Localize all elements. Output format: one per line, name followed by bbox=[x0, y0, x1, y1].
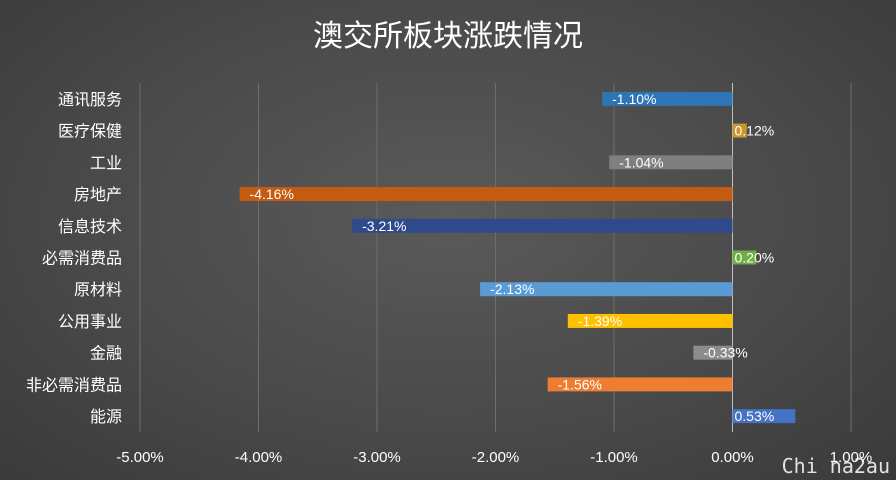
bar-6 bbox=[732, 250, 757, 265]
category-label: 医疗保健 bbox=[58, 122, 122, 141]
x-tick-labels: -5.00% -4.00% -3.00% -2.00% -1.00% 0.00% 1.00% bbox=[116, 449, 872, 466]
bar-1 bbox=[602, 91, 733, 106]
bar-11 bbox=[732, 409, 796, 424]
bar-8 bbox=[567, 313, 733, 328]
category-label: 必需消费品 bbox=[42, 249, 122, 268]
bars bbox=[239, 91, 796, 424]
category-label: 工业 bbox=[90, 153, 122, 172]
data-label: -1.39% bbox=[578, 313, 622, 329]
x-tick-label: 1.00% bbox=[830, 449, 873, 466]
category-label: 公用事业 bbox=[58, 312, 122, 331]
category-label: 房地产 bbox=[74, 185, 122, 204]
x-tick-label: 0.00% bbox=[711, 449, 754, 466]
x-tick-label: -2.00% bbox=[472, 449, 520, 466]
category-label: 金融 bbox=[90, 344, 122, 363]
data-label: -1.04% bbox=[619, 154, 663, 170]
watermark: Chi na2au bbox=[781, 454, 890, 478]
data-labels: -1.10% 0.12% -1.04% -4.16% -3.21% 0.20% -2.13%… bbox=[250, 91, 775, 424]
bar-7 bbox=[480, 282, 733, 297]
bar-4 bbox=[239, 187, 733, 202]
category-label: 信息技术 bbox=[58, 217, 122, 236]
category-label: 通讯服务 bbox=[58, 90, 122, 109]
data-label: -1.56% bbox=[558, 376, 602, 392]
data-label: -4.16% bbox=[250, 186, 294, 202]
x-tick-label: -1.00% bbox=[590, 449, 638, 466]
data-label: -3.21% bbox=[362, 218, 406, 234]
data-label: 0.20% bbox=[735, 250, 775, 266]
category-label: 原材料 bbox=[74, 280, 122, 299]
chart-title: 澳交所板块涨跌情况 bbox=[313, 19, 583, 54]
x-tick-label: -5.00% bbox=[116, 449, 164, 466]
data-label: -1.10% bbox=[612, 91, 656, 107]
data-label: -0.33% bbox=[703, 345, 747, 361]
category-label: 能源 bbox=[90, 407, 122, 426]
bar-5 bbox=[352, 218, 733, 233]
x-tick-label: -3.00% bbox=[353, 449, 401, 466]
data-label: 0.12% bbox=[735, 123, 775, 139]
x-tick-label: -4.00% bbox=[235, 449, 283, 466]
data-label: -2.13% bbox=[490, 281, 534, 297]
bar-9 bbox=[693, 345, 733, 360]
bar-3 bbox=[609, 155, 733, 170]
data-label: 0.53% bbox=[735, 408, 775, 424]
bar-10 bbox=[547, 377, 733, 392]
bar-2 bbox=[732, 123, 747, 138]
category-label: 非必需消费品 bbox=[26, 375, 122, 394]
